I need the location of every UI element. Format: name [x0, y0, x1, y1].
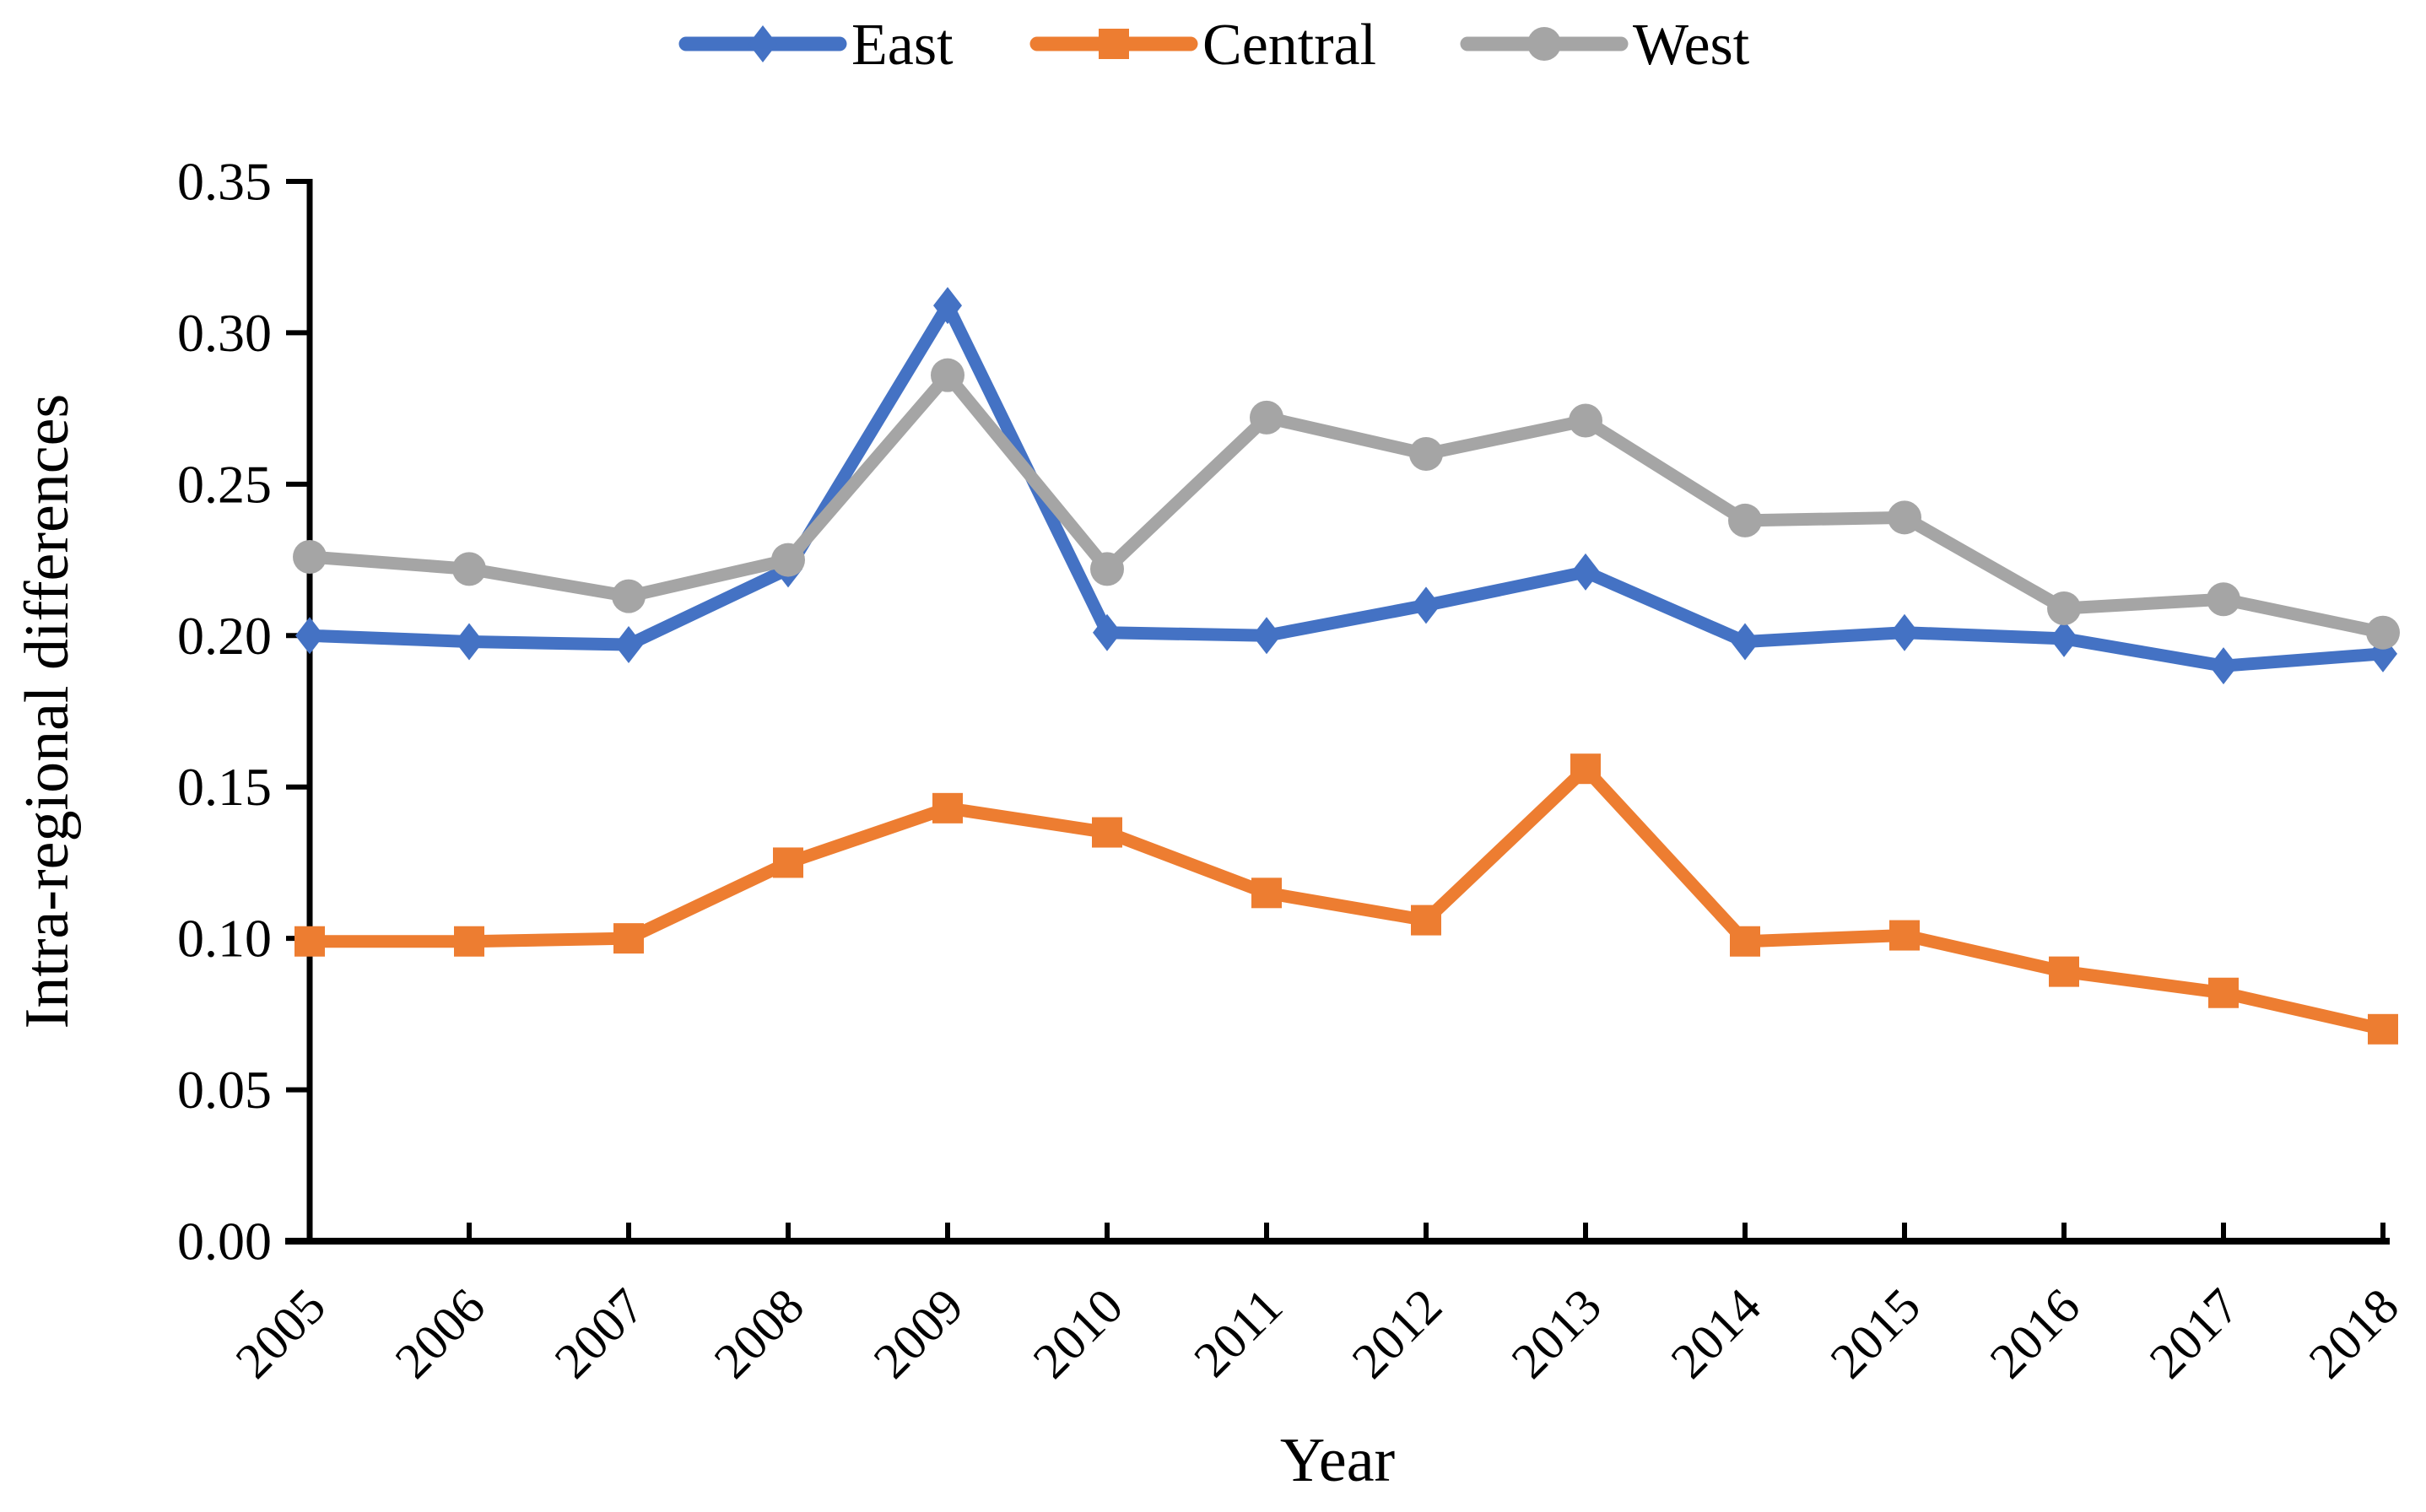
series-east-marker — [1571, 553, 1600, 591]
y-tick-label: 0.10 — [177, 909, 272, 969]
legend-circle-icon — [1527, 27, 1561, 61]
series-east-marker — [2050, 619, 2078, 657]
series-west-line — [303, 369, 2390, 640]
series-central-marker — [932, 792, 963, 824]
series-east-marker — [1890, 613, 1919, 651]
y-tick-label: 0.05 — [177, 1060, 272, 1120]
x-axis-title: Year — [1280, 1426, 1395, 1495]
series-east-marker — [614, 626, 643, 664]
x-tick-label: 2011 — [1183, 1278, 1293, 1388]
x-tick-label: 2009 — [863, 1278, 975, 1390]
y-tick-label: 0.00 — [177, 1212, 272, 1272]
x-tick-label: 2008 — [704, 1278, 815, 1390]
series-central-marker — [2368, 1013, 2398, 1045]
series-central-marker — [454, 926, 484, 957]
series-east-marker — [2209, 647, 2238, 685]
series-central-marker — [294, 926, 325, 957]
x-tick-label: 2017 — [2139, 1278, 2250, 1390]
series-west-marker — [2047, 591, 2081, 625]
x-tick-label: 2018 — [2299, 1278, 2410, 1390]
series-central-line — [303, 762, 2390, 1036]
legend-item-central: Central — [1029, 13, 1376, 78]
x-tick-label: 2010 — [1023, 1278, 1134, 1390]
series-central-marker — [1411, 904, 1441, 936]
series-central-marker — [773, 847, 803, 878]
legend-label-central: Central — [1202, 13, 1376, 78]
legend-item-west: West — [1460, 13, 1750, 78]
series-central-marker — [1570, 753, 1601, 785]
y-tick-label: 0.35 — [177, 152, 272, 212]
series-west-marker — [931, 358, 964, 392]
series-east-line — [303, 299, 2390, 672]
series-west-marker — [771, 543, 805, 577]
series-central-marker — [2208, 977, 2239, 1008]
x-tick-label: 2006 — [385, 1278, 496, 1390]
y-axis-title: Intra-regional differences — [13, 394, 82, 1029]
x-tick-label: 2015 — [1820, 1278, 1932, 1390]
y-tick-label: 0.20 — [177, 606, 272, 666]
series-west-marker — [1728, 503, 1762, 537]
series-central-marker — [1889, 920, 1920, 951]
x-tick-label: 2012 — [1342, 1278, 1453, 1390]
series-west-marker — [1409, 436, 1443, 471]
series-west-marker — [293, 539, 327, 574]
x-tick-label: 2013 — [1501, 1278, 1613, 1390]
series-east-marker — [455, 623, 484, 661]
series-central-marker — [2049, 956, 2079, 987]
series-central-marker — [1251, 878, 1282, 909]
series-east-marker — [1252, 617, 1281, 655]
series-west-marker — [2207, 582, 2240, 617]
series-west-marker — [1888, 500, 1921, 535]
series-east-marker — [1731, 623, 1759, 661]
x-tick-label: 2016 — [1980, 1278, 2091, 1390]
series-east-marker — [1093, 613, 1121, 651]
series-west — [293, 358, 2400, 650]
series-west-marker — [1250, 400, 1283, 435]
series-west-marker — [612, 579, 646, 613]
series-central — [294, 753, 2398, 1045]
y-tick-label: 0.15 — [177, 757, 272, 817]
y-tick-label: 0.25 — [177, 454, 272, 514]
legend-item-east: East — [678, 13, 954, 78]
series-east-marker — [1412, 586, 1440, 624]
series-central-marker — [1730, 926, 1760, 957]
x-tick-label: 2007 — [544, 1278, 656, 1390]
legend-diamond-icon — [748, 25, 777, 62]
series-central-marker — [613, 923, 644, 954]
series-east-marker — [295, 617, 324, 655]
series-west-marker — [2366, 615, 2400, 650]
series-east-marker — [933, 287, 962, 325]
x-tick-label: 2005 — [225, 1278, 337, 1390]
series-west-marker — [1569, 403, 1602, 438]
legend-label-west: West — [1633, 13, 1750, 78]
series-west-marker — [1090, 552, 1124, 586]
series-east — [295, 287, 2397, 685]
legend: East Central West — [678, 13, 1750, 78]
series-west-marker — [452, 552, 486, 586]
x-tick-label: 2014 — [1661, 1278, 1772, 1390]
plot-area: 0.00 0.05 0.10 0.15 0.20 0.25 0.30 0.35 2005 2006… — [177, 152, 2409, 1390]
series-central-marker — [1092, 817, 1122, 848]
legend-square-icon — [1099, 29, 1129, 59]
y-tick-label: 0.30 — [177, 303, 272, 363]
legend-label-east: East — [851, 13, 954, 78]
